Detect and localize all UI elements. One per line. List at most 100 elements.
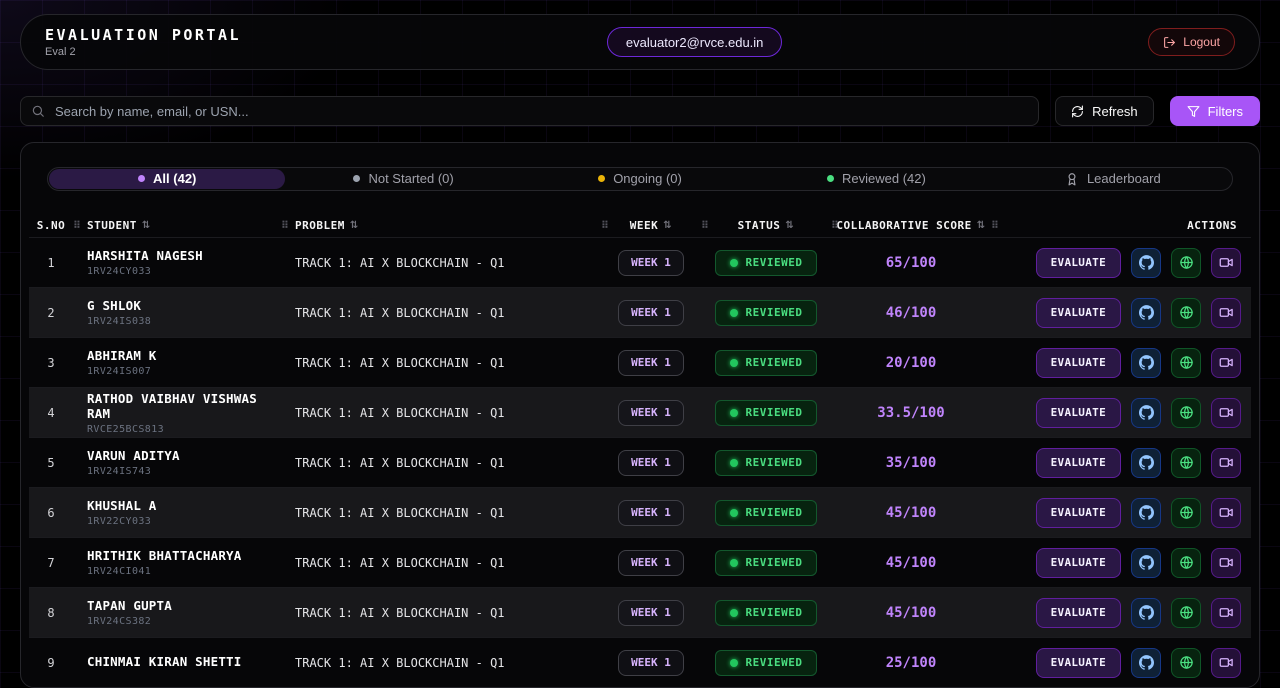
student-cell: RATHOD VAIBHAV VISHWAS RAM RVCE25BCS813 — [73, 388, 281, 437]
evaluate-button[interactable]: EVALUATE — [1035, 597, 1121, 628]
search-icon — [32, 105, 44, 117]
video-button[interactable] — [1211, 497, 1241, 528]
drag-handle-icon[interactable]: ⠿ — [73, 220, 82, 232]
globe-button[interactable] — [1171, 447, 1201, 478]
evaluate-button[interactable]: EVALUATE — [1035, 647, 1121, 678]
problem-label: TRACK 1: AI X BLOCKCHAIN - Q1 — [295, 355, 505, 370]
evaluate-button[interactable]: EVALUATE — [1035, 497, 1121, 528]
user-email-badge: evaluator2@rvce.edu.in — [606, 27, 783, 57]
globe-button[interactable] — [1171, 597, 1201, 628]
logout-button[interactable]: Logout — [1148, 28, 1235, 56]
filters-button[interactable]: Filters — [1169, 96, 1260, 126]
student-name: RATHOD VAIBHAV VISHWAS RAM — [87, 390, 257, 421]
reviewed-dot-icon — [827, 175, 834, 183]
sort-icon[interactable]: ⇅ — [785, 220, 795, 232]
column-header-collaborative-score[interactable]: ⠿ COLLABORATIVE SCORE ⇅ — [831, 219, 986, 233]
student-name: G SHLOK — [87, 298, 142, 313]
status-badge: REVIEWED — [714, 649, 818, 676]
video-camera-icon — [1219, 658, 1233, 667]
tab-not-started[interactable]: Not Started (0) — [285, 169, 521, 189]
evaluate-button[interactable]: EVALUATE — [1035, 297, 1121, 328]
sort-icon[interactable]: ⇅ — [663, 220, 673, 232]
week-badge: WEEK 1 — [618, 549, 684, 576]
evaluate-button[interactable]: EVALUATE — [1035, 247, 1121, 278]
student-cell: HRITHIK BHATTACHARYA 1RV24CI041 — [73, 538, 281, 587]
search-field-wrap — [20, 96, 1040, 126]
column-header-status[interactable]: ⠿ STATUS ⇅ — [701, 219, 795, 233]
column-header-problem[interactable]: ⠿ PROBLEM ⇅ — [281, 219, 359, 233]
evaluate-button[interactable]: EVALUATE — [1035, 397, 1121, 428]
globe-button[interactable] — [1171, 297, 1201, 328]
search-input[interactable] — [20, 96, 1040, 126]
table-row: 3 ABHIRAM K 1RV24IS007 TRACK 1: AI X BLO… — [29, 337, 1251, 387]
week-badge: WEEK 1 — [618, 349, 684, 376]
column-header-week[interactable]: ⠿ WEEK ⇅ — [601, 219, 673, 233]
video-button[interactable] — [1211, 397, 1241, 428]
tab-leaderboard[interactable]: Leaderboard — [995, 169, 1231, 189]
evaluate-button[interactable]: EVALUATE — [1035, 447, 1121, 478]
student-cell: TAPAN GUPTA 1RV24CS382 — [73, 588, 281, 637]
drag-handle-icon[interactable]: ⠿ — [701, 220, 710, 232]
github-button[interactable] — [1131, 597, 1161, 628]
status-badge: REVIEWED — [714, 549, 818, 576]
github-button[interactable] — [1131, 647, 1161, 678]
collaborative-score: 65/100 — [885, 254, 937, 271]
video-button[interactable] — [1211, 247, 1241, 278]
video-button[interactable] — [1211, 597, 1241, 628]
problem-label: TRACK 1: AI X BLOCKCHAIN - Q1 — [295, 405, 505, 420]
student-cell: VARUN ADITYA 1RV24IS743 — [73, 438, 281, 487]
tab-all[interactable]: All (42) — [49, 169, 286, 189]
column-header-student[interactable]: ⠿ STUDENT ⇅ — [73, 219, 151, 233]
github-button[interactable] — [1131, 447, 1161, 478]
table-row: 4 RATHOD VAIBHAV VISHWAS RAM RVCE25BCS81… — [29, 387, 1251, 437]
drag-handle-icon[interactable]: ⠿ — [831, 220, 840, 232]
table-row: 5 VARUN ADITYA 1RV24IS743 TRACK 1: AI X … — [29, 437, 1251, 487]
video-button[interactable] — [1211, 297, 1241, 328]
week-badge: WEEK 1 — [618, 649, 684, 676]
drag-handle-icon[interactable]: ⠿ — [601, 220, 610, 232]
tab-ongoing[interactable]: Ongoing (0) — [522, 169, 758, 189]
video-button[interactable] — [1211, 347, 1241, 378]
not-started-dot-icon — [353, 175, 361, 183]
tab-not-started-label: Not Started (0) — [368, 171, 454, 187]
video-button[interactable] — [1211, 447, 1241, 478]
github-button[interactable] — [1131, 247, 1161, 278]
status-label: REVIEWED — [745, 456, 803, 469]
globe-button[interactable] — [1171, 247, 1201, 278]
collaborative-score: 25/100 — [885, 654, 937, 671]
globe-button[interactable] — [1171, 547, 1201, 578]
page-title: EVALUATION PORTAL — [45, 26, 242, 44]
globe-button[interactable] — [1171, 347, 1201, 378]
row-number: 8 — [47, 605, 55, 620]
globe-button[interactable] — [1171, 397, 1201, 428]
problem-label: TRACK 1: AI X BLOCKCHAIN - Q1 — [295, 605, 505, 620]
github-button[interactable] — [1131, 347, 1161, 378]
status-dot-icon — [729, 558, 738, 567]
drag-handle-icon[interactable]: ⠿ — [991, 220, 1000, 232]
globe-button[interactable] — [1171, 497, 1201, 528]
globe-button[interactable] — [1171, 647, 1201, 678]
drag-handle-icon[interactable]: ⠿ — [281, 220, 290, 232]
globe-icon — [1179, 406, 1193, 419]
github-button[interactable] — [1131, 547, 1161, 578]
student-usn: 1RV24IS007 — [87, 366, 152, 377]
evaluate-button[interactable]: EVALUATE — [1035, 347, 1121, 378]
problem-label: TRACK 1: AI X BLOCKCHAIN - Q1 — [295, 305, 505, 320]
evaluate-button[interactable]: EVALUATE — [1035, 547, 1121, 578]
refresh-button[interactable]: Refresh — [1055, 96, 1154, 126]
table-row: 7 HRITHIK BHATTACHARYA 1RV24CI041 TRACK … — [29, 537, 1251, 587]
status-badge: REVIEWED — [714, 249, 818, 276]
tab-reviewed[interactable]: Reviewed (42) — [758, 169, 994, 189]
sort-icon[interactable]: ⇅ — [141, 220, 151, 232]
github-button[interactable] — [1131, 497, 1161, 528]
video-button[interactable] — [1211, 647, 1241, 678]
github-button[interactable] — [1131, 397, 1161, 428]
status-dot-icon — [729, 358, 738, 367]
video-button[interactable] — [1211, 547, 1241, 578]
collaborative-score: 46/100 — [885, 304, 937, 321]
github-button[interactable] — [1131, 297, 1161, 328]
sort-icon[interactable]: ⇅ — [349, 220, 359, 232]
student-name: KHUSHAL A — [87, 498, 157, 513]
sort-icon[interactable]: ⇅ — [976, 220, 986, 232]
